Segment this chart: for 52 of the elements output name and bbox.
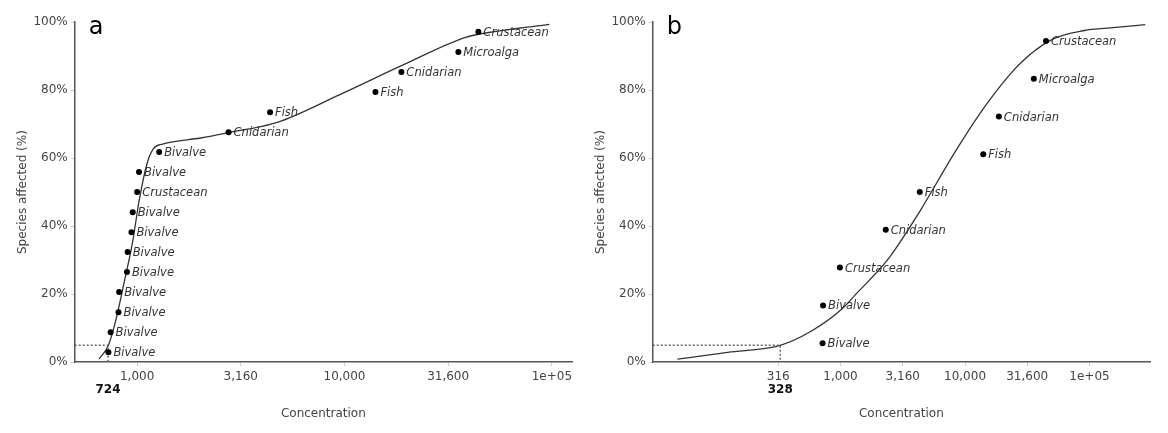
annotation: Crustacean (142, 185, 208, 200)
annotation: Fish (275, 105, 299, 120)
x-tick-label: 1,000 (823, 368, 858, 383)
y-tick-label: 0% (626, 354, 646, 369)
annotation: Bivalve (136, 225, 179, 240)
y-axis-title: Species affected (%) (15, 130, 30, 255)
annotation: Crustacean (483, 24, 549, 39)
annotation: Microalga (1038, 71, 1095, 86)
annotation: Bivalve (124, 285, 167, 300)
annotation: b (666, 12, 682, 41)
y-tick-label: 0% (48, 354, 68, 369)
y-tick-label: 40% (41, 218, 68, 233)
annotation: Bivalve (131, 265, 174, 280)
annotation: Crustacean (1050, 34, 1117, 49)
y-tick-label: 60% (619, 150, 646, 165)
annotation: Bivalve (827, 336, 870, 351)
y-tick-label: 100% (611, 14, 646, 29)
x-tick-label: 1e+05 (531, 368, 573, 383)
annotation: Bivalve (132, 244, 175, 259)
annotation: 724 (95, 382, 121, 397)
y-tick-label: 80% (619, 82, 646, 97)
x-tick-label: 3,160 (223, 368, 258, 383)
annotation: Fish (988, 147, 1012, 162)
annotation: Cnidarian (233, 125, 289, 140)
annotation: Fish (380, 85, 404, 100)
annotation: Bivalve (164, 144, 207, 159)
y-axis-title: Species affected (%) (593, 130, 608, 255)
x-tick-label: 1,000 (119, 368, 155, 383)
annotation: Microalga (463, 44, 520, 59)
y-tick-label: 100% (33, 14, 68, 29)
x-axis-title: Concentration (858, 405, 944, 420)
annotation: Cnidarian (1003, 109, 1059, 124)
annotation: Bivalve (123, 305, 166, 320)
y-tick-label: 40% (619, 218, 646, 233)
y-tick-label: 20% (619, 286, 646, 301)
y-tick-label: 20% (41, 286, 68, 301)
annotation: Bivalve (137, 205, 180, 220)
annotation: Bivalve (113, 345, 156, 360)
annotation: a (88, 12, 104, 41)
x-tick-label: 3,160 (885, 368, 920, 383)
x-axis-title: Concentration (280, 405, 366, 420)
x-tick-label: 31,600 (1006, 368, 1049, 383)
annotation: Bivalve (115, 325, 158, 340)
x-tick-label: 1e+05 (1069, 368, 1110, 383)
annotation: 328 (767, 382, 793, 397)
x-tick-label: 31,600 (427, 368, 470, 383)
x-tick-label: 10,000 (323, 368, 366, 383)
annotation: Cnidarian (406, 64, 462, 79)
x-tick-label: 10,000 (944, 368, 987, 383)
y-tick-label: 60% (41, 150, 68, 165)
y-tick-label: 80% (41, 82, 68, 97)
x-tick-label: 316 (766, 368, 790, 383)
